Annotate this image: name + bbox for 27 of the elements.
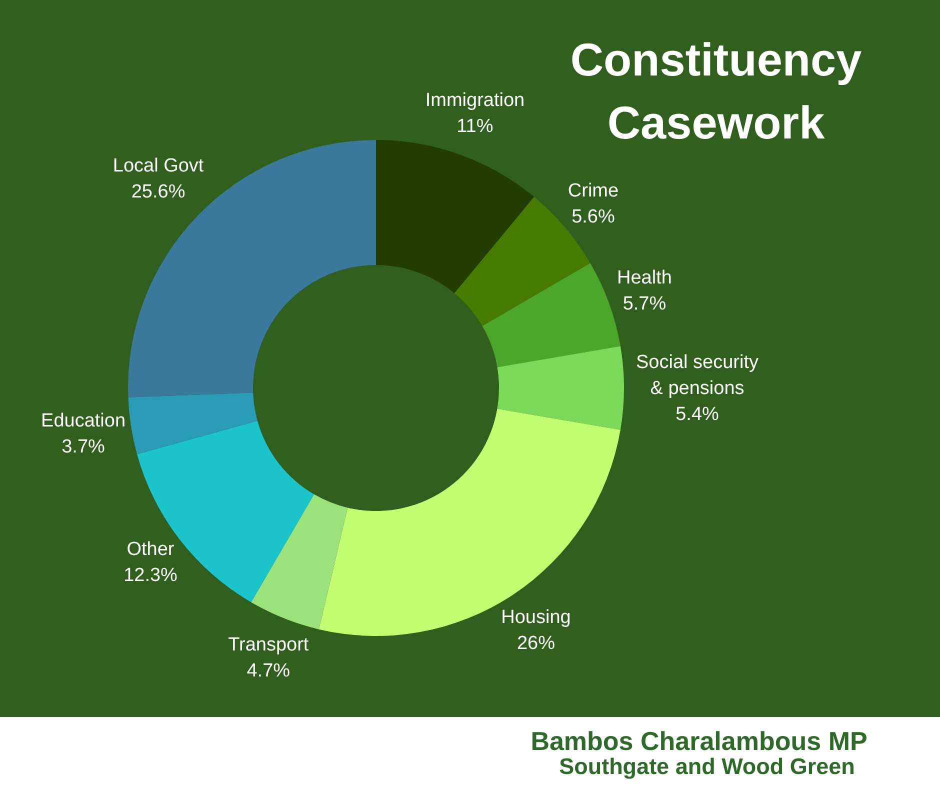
data-label: 26% <box>516 632 556 654</box>
slice-label: Education <box>41 410 126 432</box>
data-label: 12.3% <box>124 564 178 586</box>
text: Bambos Charalambous MP <box>530 726 868 756</box>
text: Southgate and Wood Green <box>559 754 855 779</box>
data-label: 5.7% <box>622 293 666 314</box>
data-label: 3.7% <box>62 436 106 458</box>
slice-label: Local Govt <box>112 155 204 176</box>
donut-slice <box>482 263 620 368</box>
slice-label: Immigration <box>425 90 525 112</box>
slice-label: Transport <box>228 634 310 656</box>
data-label: 5.4% <box>676 404 720 425</box>
donut-slice <box>318 408 620 636</box>
donut-slice <box>497 346 624 430</box>
data-label: 5.6% <box>572 206 615 228</box>
slice-label: Crime <box>568 180 619 202</box>
slice-label: Housing <box>501 606 571 628</box>
chart-title: Constituency Casework <box>570 34 862 148</box>
data-label: 11% <box>456 116 494 138</box>
donut-slice <box>128 392 258 454</box>
slice-label: Other <box>126 538 175 560</box>
donut-slice <box>251 494 348 630</box>
data-label: 4.7% <box>246 660 290 682</box>
slice-label: Health <box>617 267 672 288</box>
donut-slice <box>376 140 534 294</box>
data-label: 25.6% <box>131 181 186 202</box>
slice-label: Social security & pensions <box>636 352 759 399</box>
